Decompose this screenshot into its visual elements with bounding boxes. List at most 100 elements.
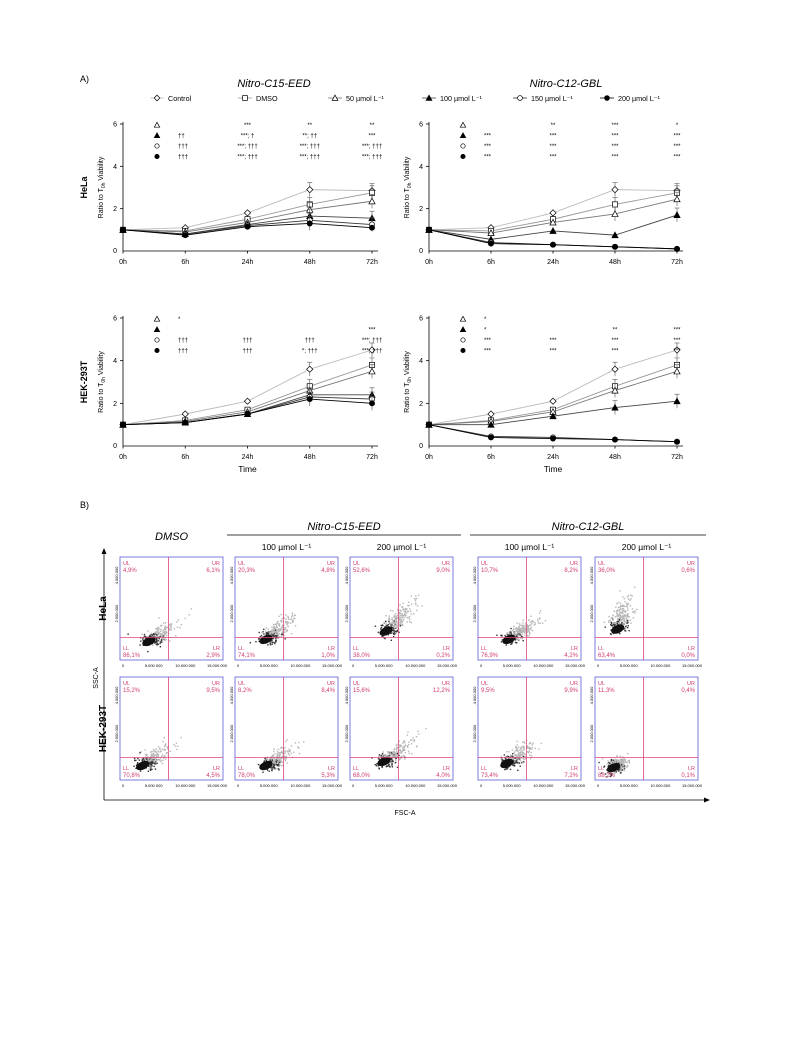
event-dot xyxy=(173,743,175,746)
event-dot xyxy=(393,749,395,751)
quadrant-value: 4,8% xyxy=(321,568,335,574)
event-dot xyxy=(154,762,157,764)
event-dot xyxy=(283,629,285,631)
event-dot xyxy=(395,616,397,619)
y-tick-label: 2.000.000 xyxy=(472,604,477,623)
event-dot xyxy=(606,776,608,778)
event-dot xyxy=(618,621,621,623)
event-dot xyxy=(283,634,285,636)
event-dot xyxy=(619,770,621,772)
event-dot xyxy=(505,757,507,760)
event-dot xyxy=(157,633,159,636)
event-dot xyxy=(628,761,630,763)
sig-marker xyxy=(154,337,160,343)
event-dot xyxy=(504,634,506,637)
event-dot xyxy=(520,751,522,753)
event-dot xyxy=(607,771,609,774)
event-dot xyxy=(610,621,612,624)
event-dot xyxy=(155,637,157,639)
event-dot xyxy=(275,763,278,766)
event-dot xyxy=(604,773,607,775)
event-dot xyxy=(607,760,609,762)
event-dot xyxy=(275,625,278,627)
legend-marker xyxy=(425,94,433,101)
event-dot xyxy=(402,602,404,605)
x-tick-label: 10.000.000 xyxy=(175,783,196,788)
event-dot xyxy=(271,629,273,631)
y-tick-label: 2 xyxy=(419,401,423,408)
event-dot xyxy=(281,633,283,635)
event-core xyxy=(500,758,514,769)
event-dot xyxy=(616,620,618,623)
event-dot xyxy=(161,641,164,643)
event-dot xyxy=(520,627,523,629)
event-dot xyxy=(267,633,270,635)
event-dot xyxy=(529,748,531,750)
group-header: Nitro-C15-EED xyxy=(307,521,380,533)
series xyxy=(425,342,681,429)
event-dot xyxy=(148,758,151,760)
data-point xyxy=(243,397,252,405)
event-dot xyxy=(623,614,626,616)
event-dot xyxy=(613,761,615,763)
event-core xyxy=(136,760,150,771)
event-dot xyxy=(127,633,129,635)
event-dot xyxy=(384,620,387,623)
event-dot xyxy=(380,626,383,629)
event-dot xyxy=(166,748,169,750)
event-dot xyxy=(401,751,403,754)
event-dot xyxy=(506,633,508,635)
event-dot xyxy=(515,747,518,750)
event-dot xyxy=(626,764,629,767)
event-dot xyxy=(628,759,630,762)
event-dot xyxy=(529,627,532,630)
event-dot xyxy=(504,768,506,771)
quadrant-value: 70,8% xyxy=(123,773,141,779)
event-dot xyxy=(613,610,615,612)
event-dot xyxy=(410,610,412,612)
quadrant-label: UL xyxy=(353,561,360,567)
event-dot xyxy=(269,642,271,645)
sig-annotation: ** xyxy=(307,123,312,129)
event-dot xyxy=(257,763,260,766)
data-point xyxy=(549,218,557,226)
event-dot xyxy=(512,629,514,632)
quadrant-label: UL xyxy=(598,681,605,687)
column-header: 200 µmol L⁻¹ xyxy=(622,542,672,552)
event-dot xyxy=(273,623,275,626)
event-dot xyxy=(275,631,277,633)
x-tick-label: 10.000.000 xyxy=(405,783,426,788)
y-tick-label: 4.000.000 xyxy=(344,566,349,585)
quadrant-label: UR xyxy=(687,561,695,567)
event-dot xyxy=(512,755,514,758)
row-label: HEK-293T xyxy=(79,360,89,403)
event-core xyxy=(606,762,621,773)
event-dot xyxy=(384,637,386,640)
event-dot xyxy=(387,634,390,636)
event-dot xyxy=(188,614,190,616)
event-dot xyxy=(514,762,517,764)
data-point xyxy=(306,365,314,373)
x-tick-label: 10.000.000 xyxy=(290,663,311,668)
event-dot xyxy=(526,746,529,748)
data-point xyxy=(612,436,618,443)
sig-annotation: ***; ††† xyxy=(300,155,320,161)
data-point xyxy=(673,367,681,375)
sig-marker xyxy=(460,347,466,354)
event-dot xyxy=(148,768,150,771)
sig-annotation: *** xyxy=(611,349,619,355)
event-dot xyxy=(153,642,156,644)
event-dot xyxy=(406,734,409,736)
event-dot xyxy=(286,623,288,626)
x-tick-label: 6h xyxy=(487,259,495,266)
event-dot xyxy=(393,762,396,764)
event-dot xyxy=(284,750,286,752)
event-dot xyxy=(623,759,625,761)
event-dot xyxy=(622,765,624,768)
legend-marker xyxy=(153,94,161,102)
column-header: 100 µmol L⁻¹ xyxy=(262,542,312,552)
event-dot xyxy=(268,633,271,636)
event-dot xyxy=(158,758,160,761)
event-dot xyxy=(155,638,158,640)
event-dot xyxy=(137,757,139,760)
